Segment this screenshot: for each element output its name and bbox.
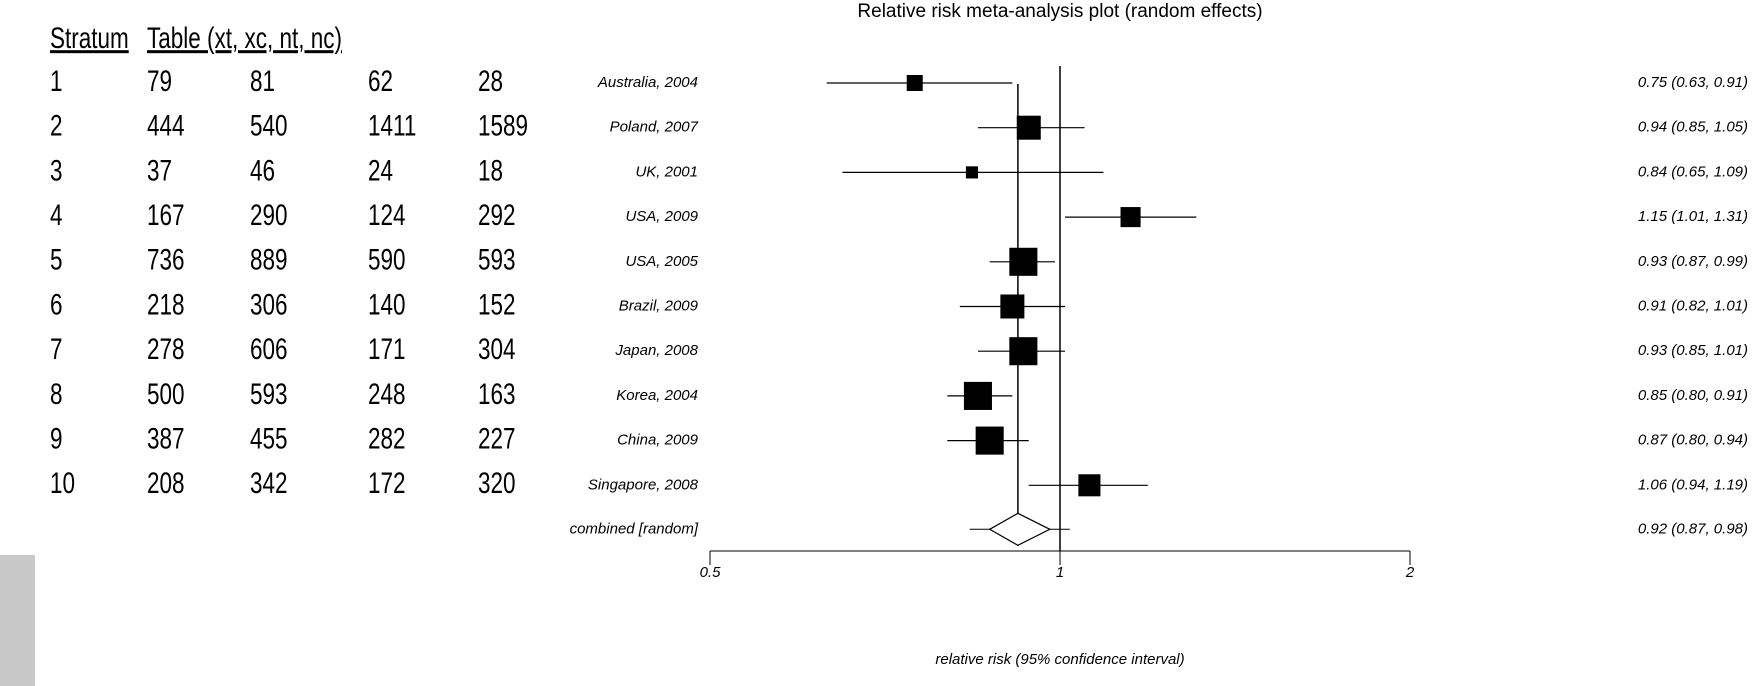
forest-plot-page: Relative risk meta-analysis plot (random… — [0, 0, 1757, 686]
x-tick-label: 2 — [1405, 564, 1415, 581]
table-cell: 208 — [147, 466, 185, 500]
study-label: Japan, 2008 — [614, 342, 698, 359]
table-cell: 171 — [368, 332, 406, 366]
study-label: Australia, 2004 — [597, 74, 698, 91]
table-cell: 320 — [478, 466, 516, 500]
table-cell: 444 — [147, 108, 185, 142]
table-cell: 606 — [250, 332, 288, 366]
table-cell: 28 — [478, 64, 503, 98]
effect-square — [1078, 474, 1100, 496]
table-cell: 152 — [478, 287, 516, 321]
table-cell: 7 — [50, 332, 63, 366]
effect-square — [1009, 248, 1037, 276]
table-cell: 736 — [147, 243, 185, 277]
table-cell: 81 — [250, 64, 275, 98]
table-cell: 37 — [147, 153, 172, 187]
table-cell: 278 — [147, 332, 185, 366]
combined-diamond — [990, 513, 1050, 545]
thumbnail — [0, 555, 35, 686]
combined-value-label: 0.92 (0.87, 0.98) — [1638, 520, 1748, 537]
value-label: 0.85 (0.80, 0.91) — [1638, 387, 1748, 404]
value-label: 0.94 (0.85, 1.05) — [1638, 119, 1748, 136]
table-cell: 163 — [478, 377, 516, 411]
table-header: Stratum — [50, 21, 129, 55]
table-cell: 18 — [478, 153, 503, 187]
table-cell: 540 — [250, 108, 288, 142]
table-cell: 9 — [50, 421, 63, 455]
study-label: China, 2009 — [617, 432, 699, 449]
value-label: 0.93 (0.85, 1.01) — [1638, 342, 1748, 359]
table-cell: 140 — [368, 287, 406, 321]
table-cell: 304 — [478, 332, 516, 366]
table-cell: 227 — [478, 421, 516, 455]
combined-label: combined [random] — [570, 520, 699, 537]
table-cell: 3 — [50, 153, 63, 187]
value-label: 1.15 (1.01, 1.31) — [1638, 208, 1748, 225]
value-label: 1.06 (0.94, 1.19) — [1638, 476, 1748, 493]
x-tick-label: 0.5 — [700, 564, 722, 581]
study-label: Brazil, 2009 — [619, 297, 699, 314]
table-cell: 6 — [50, 287, 63, 321]
value-label: 0.75 (0.63, 0.91) — [1638, 74, 1748, 91]
chart-title: Relative risk meta-analysis plot (random… — [857, 1, 1262, 22]
table-cell: 889 — [250, 243, 288, 277]
table-cell: 500 — [147, 377, 185, 411]
value-label: 0.93 (0.87, 0.99) — [1638, 253, 1748, 270]
table-cell: 79 — [147, 64, 172, 98]
table-cell: 4 — [50, 198, 63, 232]
table-cell: 1411 — [368, 108, 416, 142]
table-cell: 10 — [50, 466, 75, 500]
study-label: Singapore, 2008 — [588, 476, 699, 493]
table-cell: 282 — [368, 421, 406, 455]
table-header: Table (xt, xc, nt, nc) — [147, 21, 342, 55]
table-cell: 218 — [147, 287, 185, 321]
table-cell: 590 — [368, 243, 406, 277]
table-cell: 342 — [250, 466, 288, 500]
table-cell: 290 — [250, 198, 288, 232]
value-label: 0.87 (0.80, 0.94) — [1638, 432, 1748, 449]
table-cell: 1589 — [478, 108, 528, 142]
value-label: 0.91 (0.82, 1.01) — [1638, 297, 1748, 314]
x-tick-label: 1 — [1056, 564, 1064, 581]
effect-square — [1000, 295, 1024, 319]
table-cell: 172 — [368, 466, 406, 500]
table-cell: 62 — [368, 64, 393, 98]
x-axis-label: relative risk (95% confidence interval) — [935, 651, 1184, 668]
effect-square — [964, 382, 992, 410]
study-label: Korea, 2004 — [616, 387, 698, 404]
table-cell: 8 — [50, 377, 63, 411]
table-cell: 1 — [50, 64, 63, 98]
study-label: USA, 2009 — [625, 208, 698, 225]
table-cell: 46 — [250, 153, 275, 187]
table-cell: 2 — [50, 108, 63, 142]
effect-square — [1121, 207, 1141, 227]
effect-square — [1009, 337, 1037, 365]
table-cell: 292 — [478, 198, 516, 232]
table-cell: 455 — [250, 421, 288, 455]
table-cell: 593 — [478, 243, 516, 277]
effect-square — [966, 166, 978, 178]
effect-square — [907, 75, 923, 91]
study-label: USA, 2005 — [625, 253, 698, 270]
table-cell: 248 — [368, 377, 406, 411]
table-cell: 593 — [250, 377, 288, 411]
table-cell: 167 — [147, 198, 185, 232]
table-cell: 24 — [368, 153, 393, 187]
table-cell: 124 — [368, 198, 406, 232]
effect-square — [976, 427, 1004, 455]
table-cell: 5 — [50, 243, 63, 277]
study-label: Poland, 2007 — [610, 119, 699, 136]
table-cell: 387 — [147, 421, 185, 455]
table-cell: 306 — [250, 287, 288, 321]
effect-square — [1017, 116, 1041, 140]
value-label: 0.84 (0.65, 1.09) — [1638, 163, 1748, 180]
study-label: UK, 2001 — [635, 163, 698, 180]
